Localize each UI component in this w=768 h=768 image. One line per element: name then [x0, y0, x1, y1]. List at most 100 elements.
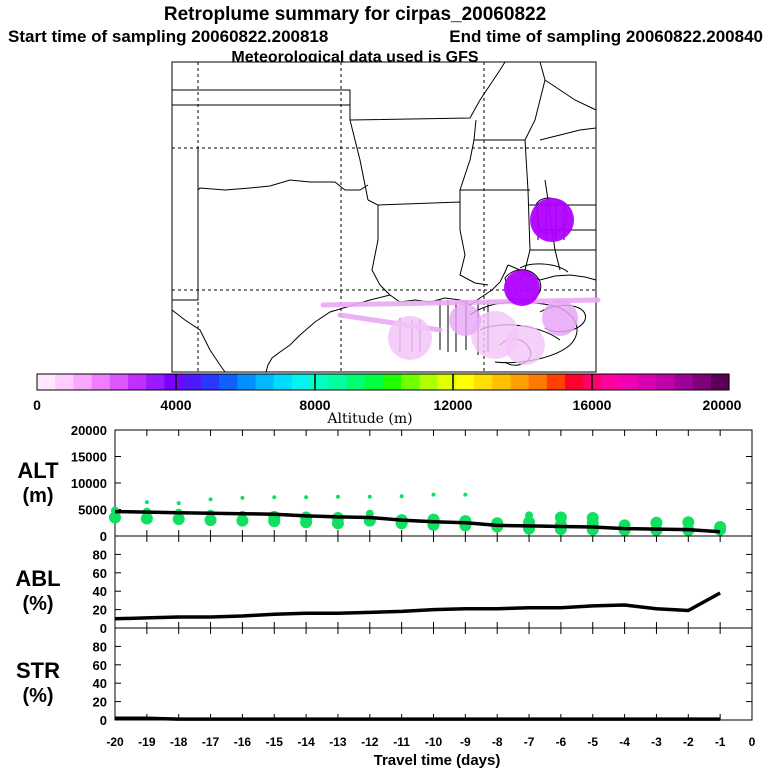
y-tick-label: 20000 [71, 423, 107, 438]
x-tick-label: -8 [492, 735, 503, 749]
colorbar-swatch [200, 374, 220, 390]
x-tick-label: -18 [170, 735, 188, 749]
y-tick-label: 80 [93, 639, 107, 654]
scatter-point [272, 495, 277, 500]
panel-label: STR [16, 658, 60, 683]
colorbar-swatch [219, 374, 238, 390]
y-tick-label: 5000 [78, 503, 107, 518]
colorbar-swatch [55, 374, 75, 390]
scatter-point [682, 516, 695, 529]
x-tick-label: -17 [202, 735, 220, 749]
y-tick-label: 20 [93, 603, 107, 618]
y-tick-label: 15000 [71, 450, 107, 465]
x-tick-label: -4 [619, 735, 630, 749]
scatter-point [144, 500, 149, 505]
series-line [115, 716, 721, 721]
x-tick-label: -20 [106, 735, 124, 749]
colorbar-swatch [291, 374, 311, 390]
colorbar-swatch [656, 374, 675, 390]
colorbar-swatch [437, 374, 457, 390]
colorbar-swatch [37, 374, 56, 390]
colorbar-swatch [128, 374, 147, 390]
y-tick-label: 40 [93, 584, 107, 599]
colorbar-swatch [419, 374, 439, 390]
scatter-point [176, 501, 181, 506]
x-tick-label: -14 [297, 735, 315, 749]
scatter-point [491, 517, 504, 530]
colorbar-swatch [364, 374, 384, 390]
x-tick-label: 0 [749, 735, 756, 749]
scatter-point [586, 511, 599, 524]
colorbar-frame [36, 373, 730, 391]
scatter-point [525, 511, 534, 520]
plume-cluster: 3 [542, 300, 578, 336]
x-tick-label: -16 [234, 735, 252, 749]
y-tick-label: 60 [93, 658, 107, 673]
x-tick-label: -3 [651, 735, 662, 749]
x-tick-label: -6 [556, 735, 567, 749]
scatter-point [367, 494, 372, 499]
colorbar-swatch [455, 374, 475, 390]
x-tick-label: -19 [138, 735, 156, 749]
panel-unit: (%) [22, 593, 53, 615]
time-series-panels: 20000150001000050000ALT(m)806040200ABL(%… [15, 423, 755, 749]
colorbar-swatch [310, 374, 329, 390]
panel-frame [114, 535, 753, 629]
x-tick-label: -10 [425, 735, 443, 749]
x-tick-label: -7 [524, 735, 535, 749]
x-tick-label: -5 [587, 735, 598, 749]
scatter-point [427, 513, 440, 526]
colorbar-swatch [146, 374, 166, 390]
x-tick-label: -12 [361, 735, 379, 749]
scatter-point [399, 494, 404, 499]
panel-abl: 80 60 40 20 0 ABL(%) [15, 535, 753, 636]
x-tick-label: -9 [460, 735, 471, 749]
colorbar-tick: 0 [33, 397, 41, 413]
y-tick-label: 10000 [71, 476, 107, 491]
colorbar-swatch [383, 374, 402, 390]
panel-unit: (%) [22, 685, 53, 707]
plume-cluster: 4 [388, 316, 432, 360]
scatter-point [463, 492, 468, 497]
panel-frame [114, 627, 753, 721]
scatter-point [172, 513, 185, 526]
plume-markers: 1 2 3 4 5 5 3 [320, 198, 601, 365]
colorbar-swatch [546, 374, 566, 390]
colorbar-swatch [510, 374, 530, 390]
x-axis-label: Travel time (days) [374, 752, 501, 768]
x-tick-label: -2 [683, 735, 694, 749]
panel-label: ABL [15, 566, 60, 591]
y-tick-label: 20 [93, 695, 107, 710]
colorbar-swatch [565, 374, 584, 390]
x-axis: -20 -19 -18 -17 -16 -15 -14 -13 -12 -11 -10 -9 -8 -7-… [106, 735, 755, 749]
y-tick-label: 40 [93, 676, 107, 691]
panel-label: ALT [17, 458, 59, 483]
panel-unit: (m) [22, 485, 53, 507]
y-tick-label: 0 [100, 713, 107, 728]
scatter-point [304, 495, 309, 500]
scatter-point [208, 497, 213, 502]
state-boundaries [172, 61, 597, 301]
scatter-point [236, 514, 249, 527]
scatter-point [335, 494, 340, 499]
colorbar-swatch [237, 374, 257, 390]
colorbar-swatch [528, 374, 548, 390]
colorbar-swatch [619, 374, 639, 390]
x-tick-label: -13 [329, 735, 347, 749]
scatter-point [109, 511, 121, 524]
scatter-point [554, 511, 567, 524]
colorbar-swatch [182, 374, 202, 390]
colorbar-swatch [637, 374, 657, 390]
colorbar-swatch [91, 374, 111, 390]
plume-cluster: 2 [504, 270, 540, 306]
colorbar-swatch [492, 374, 512, 390]
panel-str: 80 60 40 20 0 STR(%) [16, 627, 753, 728]
plume-trail [320, 297, 601, 308]
colorbar-swatch [328, 374, 348, 390]
scatter-point [204, 514, 217, 527]
colorbar-tick: 12000 [434, 397, 473, 413]
y-tick-label: 60 [93, 566, 107, 581]
colorbar-swatch [401, 374, 421, 390]
colorbar-swatch [601, 374, 621, 390]
